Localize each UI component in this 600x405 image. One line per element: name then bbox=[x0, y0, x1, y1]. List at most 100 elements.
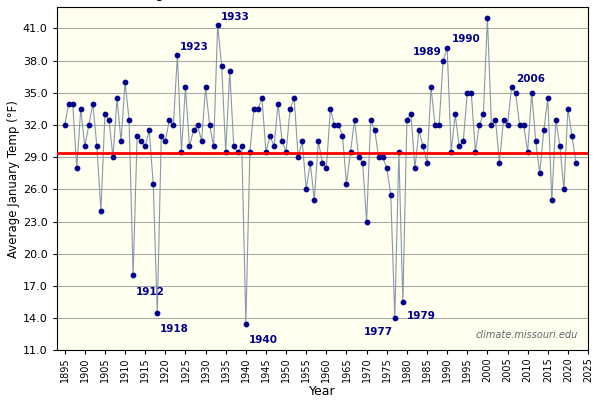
Point bbox=[185, 143, 194, 150]
Point bbox=[515, 122, 524, 128]
Point bbox=[261, 149, 271, 155]
Point bbox=[68, 100, 77, 107]
Point bbox=[442, 45, 452, 51]
Point bbox=[571, 159, 581, 166]
Point bbox=[354, 154, 364, 160]
Point bbox=[358, 159, 367, 166]
Point bbox=[543, 95, 553, 101]
Point bbox=[350, 116, 359, 123]
Point bbox=[225, 68, 235, 75]
Text: 1918: 1918 bbox=[160, 324, 189, 335]
Point bbox=[301, 186, 311, 193]
Point bbox=[322, 165, 331, 171]
Point bbox=[253, 106, 263, 112]
Point bbox=[341, 181, 351, 187]
Point bbox=[326, 106, 335, 112]
Point bbox=[124, 116, 134, 123]
Point bbox=[286, 106, 295, 112]
Point bbox=[479, 111, 488, 117]
Point bbox=[491, 116, 500, 123]
Point bbox=[535, 170, 545, 177]
Point bbox=[108, 154, 118, 160]
Point bbox=[531, 138, 541, 144]
Point bbox=[547, 197, 557, 203]
Point bbox=[237, 143, 247, 150]
Point bbox=[100, 111, 110, 117]
Point bbox=[76, 106, 86, 112]
Point bbox=[104, 116, 114, 123]
Point bbox=[487, 122, 496, 128]
Point bbox=[366, 116, 376, 123]
Point bbox=[382, 165, 392, 171]
Point bbox=[398, 299, 407, 305]
Point bbox=[60, 122, 70, 128]
Point bbox=[205, 122, 214, 128]
Point bbox=[439, 58, 448, 64]
Point bbox=[467, 90, 476, 96]
Point bbox=[128, 272, 138, 279]
Point bbox=[346, 149, 355, 155]
Point bbox=[257, 95, 267, 101]
Text: 1901-2000 average: 29.4°F: 1901-2000 average: 29.4°F bbox=[56, 0, 216, 1]
Point bbox=[499, 116, 508, 123]
Point bbox=[120, 79, 130, 85]
Point bbox=[402, 116, 412, 123]
Point bbox=[507, 84, 517, 91]
Text: 1933: 1933 bbox=[220, 12, 250, 21]
Point bbox=[555, 143, 565, 150]
Point bbox=[334, 122, 343, 128]
Point bbox=[84, 122, 94, 128]
Point bbox=[281, 149, 291, 155]
Point bbox=[273, 100, 283, 107]
Point bbox=[446, 149, 456, 155]
Point bbox=[112, 95, 122, 101]
Point bbox=[157, 132, 166, 139]
Point bbox=[317, 159, 327, 166]
Point bbox=[430, 122, 440, 128]
Point bbox=[414, 127, 424, 134]
Point bbox=[298, 138, 307, 144]
Point bbox=[269, 143, 279, 150]
Point bbox=[451, 111, 460, 117]
Point bbox=[470, 149, 480, 155]
Point bbox=[310, 197, 319, 203]
Point bbox=[181, 84, 190, 91]
Point bbox=[148, 181, 158, 187]
Point bbox=[305, 159, 315, 166]
Point bbox=[241, 320, 251, 327]
Point bbox=[475, 122, 484, 128]
Point bbox=[164, 116, 174, 123]
Text: 1977: 1977 bbox=[364, 327, 394, 337]
Point bbox=[418, 143, 428, 150]
Point bbox=[314, 138, 323, 144]
Point bbox=[229, 143, 239, 150]
Y-axis label: Average January Temp (°F): Average January Temp (°F) bbox=[7, 100, 20, 258]
Point bbox=[217, 63, 226, 69]
Point bbox=[88, 100, 98, 107]
Point bbox=[378, 154, 388, 160]
Point bbox=[386, 192, 395, 198]
Point bbox=[567, 132, 577, 139]
Point bbox=[362, 218, 371, 225]
Point bbox=[197, 138, 206, 144]
Point bbox=[519, 122, 529, 128]
Point bbox=[245, 149, 254, 155]
Point bbox=[96, 208, 106, 214]
Point bbox=[193, 122, 202, 128]
Point bbox=[64, 100, 74, 107]
Point bbox=[189, 127, 199, 134]
Point bbox=[338, 132, 347, 139]
Point bbox=[140, 143, 150, 150]
Point bbox=[374, 154, 383, 160]
Point bbox=[201, 84, 211, 91]
Point bbox=[394, 149, 404, 155]
Point bbox=[277, 138, 287, 144]
Point bbox=[173, 52, 182, 58]
Text: 1912: 1912 bbox=[136, 287, 165, 297]
Point bbox=[410, 165, 420, 171]
Point bbox=[265, 132, 275, 139]
Point bbox=[426, 84, 436, 91]
X-axis label: Year: Year bbox=[309, 385, 335, 398]
Point bbox=[539, 127, 548, 134]
Point bbox=[434, 122, 444, 128]
